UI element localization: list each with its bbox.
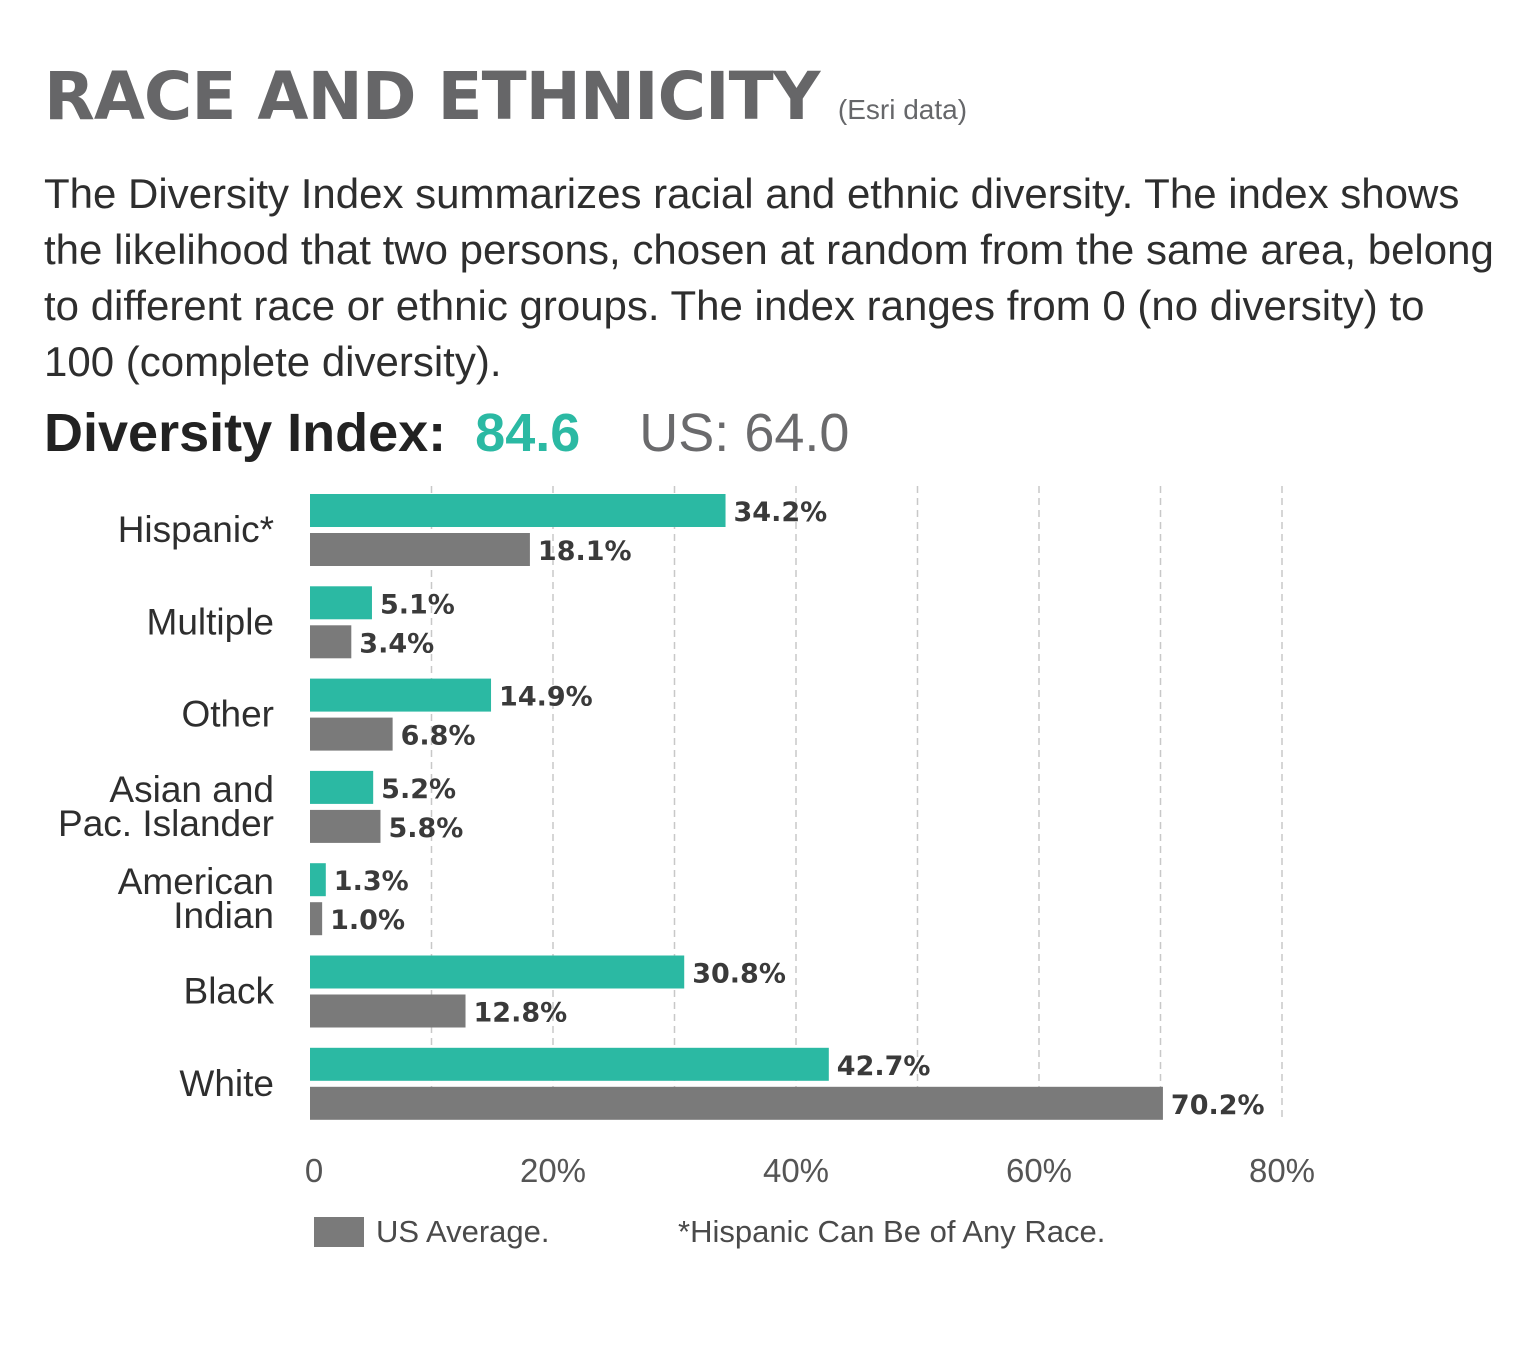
category-label: Asian and <box>109 769 274 810</box>
us-bar <box>310 902 323 936</box>
diversity-index-value: 84.6 <box>475 403 581 463</box>
bar-value-label: 5.1% <box>380 589 455 620</box>
bar-chart: 0 20% 40% 60% 80% 34.2% 18.1% Hispanic* 5.1% 3.4%… <box>58 486 1315 1189</box>
area-bar <box>310 494 726 527</box>
area-bar <box>310 1047 829 1081</box>
footnote: *Hispanic Can Be of Any Race. <box>678 1214 1106 1249</box>
bar-value-label: 70.2% <box>1171 1090 1265 1121</box>
page-title: RACE AND ETHNICITY <box>44 58 820 135</box>
bar-value-label: 42.7% <box>837 1051 931 1082</box>
category-label: Indian <box>173 895 274 936</box>
bar-value-label: 5.2% <box>381 774 456 805</box>
x-tick-label: 60% <box>1006 1152 1072 1189</box>
legend-swatch-us <box>314 1217 364 1247</box>
bar-value-label: 1.0% <box>330 905 405 936</box>
category-label: Black <box>184 971 275 1012</box>
x-tick-label: 40% <box>763 1152 829 1189</box>
us-bar <box>310 994 466 1028</box>
category-label: Multiple <box>147 601 275 642</box>
area-bar <box>310 678 492 712</box>
x-tick-label: 20% <box>520 1152 586 1189</box>
area-bar <box>310 586 372 620</box>
legend-label-us: US Average. <box>376 1214 550 1249</box>
bar-value-label: 6.8% <box>401 721 476 752</box>
area-bar <box>310 863 326 897</box>
x-tick-label: 0 <box>305 1152 323 1189</box>
category-label: American <box>118 861 274 902</box>
data-source-note: (Esri data) <box>837 94 968 125</box>
description-text: The Diversity Index summarizes racial an… <box>44 170 1494 385</box>
us-bar <box>310 717 393 751</box>
bar-value-label: 5.8% <box>388 813 463 844</box>
us-bar <box>310 809 381 843</box>
diversity-index-label: Diversity Index: <box>44 403 447 463</box>
area-bar <box>310 770 374 804</box>
area-bar <box>310 955 685 989</box>
category-label: Other <box>181 694 274 735</box>
bar-value-label: 30.8% <box>692 959 786 990</box>
bar-value-label: 18.1% <box>538 536 632 567</box>
bar-value-label: 1.3% <box>334 866 409 897</box>
bar-value-label: 14.9% <box>499 682 593 713</box>
us-diversity-index: US: 64.0 <box>639 403 850 463</box>
x-tick-label: 80% <box>1249 1152 1315 1189</box>
us-bar <box>310 1086 1163 1120</box>
bar-value-label: 12.8% <box>474 998 568 1029</box>
legend: US Average. <box>314 1214 549 1250</box>
category-label: Pac. Islander <box>58 803 274 844</box>
category-label: Hispanic* <box>118 509 274 550</box>
bar-value-label: 34.2% <box>734 497 828 528</box>
bar-value-label: 3.4% <box>359 628 434 659</box>
category-label: White <box>179 1063 274 1104</box>
diversity-index: Diversity Index: 84.6 US: 64.0 <box>44 402 849 464</box>
title-row: RACE AND ETHNICITY (Esri data) <box>44 58 967 135</box>
us-bar <box>310 625 352 659</box>
us-bar <box>310 533 530 566</box>
